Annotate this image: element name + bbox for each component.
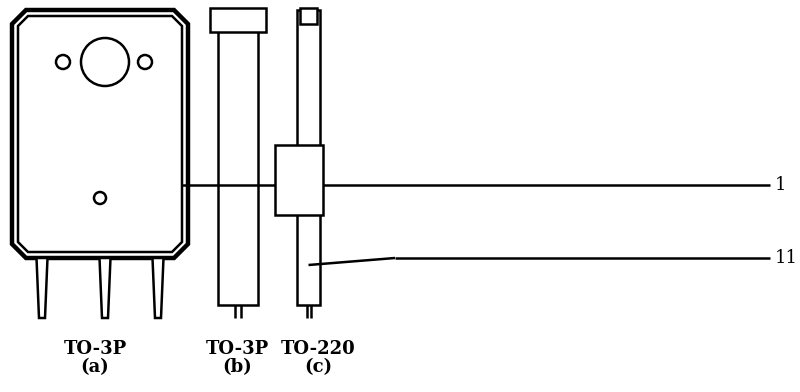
Polygon shape [37,258,47,318]
Polygon shape [218,10,258,305]
Polygon shape [300,8,317,24]
Text: (b): (b) [222,358,252,376]
Polygon shape [99,258,110,318]
Text: 11: 11 [775,249,798,267]
Polygon shape [210,8,266,32]
Text: (c): (c) [304,358,332,376]
Text: (a): (a) [81,358,110,376]
Polygon shape [297,10,320,305]
Text: 1: 1 [775,176,786,194]
Text: TO-3P: TO-3P [206,340,269,358]
Polygon shape [12,10,188,258]
Text: TO-220: TO-220 [281,340,355,358]
Polygon shape [153,258,163,318]
Polygon shape [275,145,323,215]
Polygon shape [18,16,182,252]
Text: TO-3P: TO-3P [63,340,126,358]
